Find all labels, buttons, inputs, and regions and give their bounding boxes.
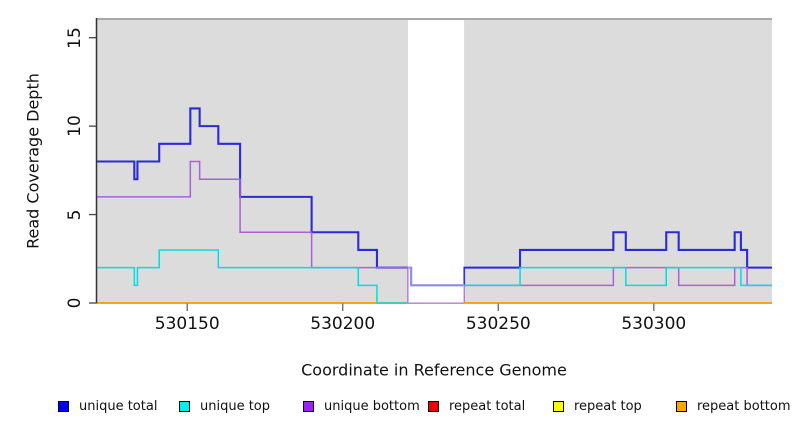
legend-label: repeat top xyxy=(574,398,642,414)
series-line-unique-bottom xyxy=(97,160,772,304)
legend-swatch-icon xyxy=(553,400,564,412)
legend-item-repeat-top: repeat top xyxy=(553,398,642,414)
legend-label: unique bottom xyxy=(324,398,420,414)
legend-label: repeat total xyxy=(449,398,526,414)
legend-label: unique total xyxy=(79,398,158,414)
y-axis-title: Read Coverage Depth xyxy=(23,73,43,249)
x-tick-label: 530300 xyxy=(621,314,687,334)
gap-band xyxy=(408,20,465,303)
legend-item-unique-bottom: unique bottom xyxy=(303,398,420,414)
legend-swatch-icon xyxy=(58,400,69,412)
legend-swatch-icon xyxy=(676,400,687,412)
x-axis-title: Coordinate in Reference Genome xyxy=(301,360,567,380)
y-tick-label: 0 xyxy=(65,297,85,309)
x-tick-label: 530250 xyxy=(465,314,531,334)
legend-item-unique-top: unique top xyxy=(179,398,271,414)
gap-band-overlay xyxy=(408,20,465,303)
legend-swatch-icon xyxy=(303,400,314,412)
series-line-unique-top xyxy=(97,249,409,304)
x-tick-label: 530150 xyxy=(154,314,220,334)
series-line-unique-top xyxy=(464,266,772,287)
legend-swatch-icon xyxy=(428,400,439,412)
y-tick-label: 5 xyxy=(65,209,85,220)
legend-label: unique top xyxy=(200,398,271,414)
x-tick-label: 530200 xyxy=(310,314,376,334)
legend-swatch-icon xyxy=(179,400,190,412)
legend-item-repeat-total: repeat total xyxy=(428,398,526,414)
legend-label: repeat bottom xyxy=(697,398,791,414)
legend-item-unique-total: unique total xyxy=(58,398,158,414)
legend-item-repeat-bottom: repeat bottom xyxy=(676,398,791,414)
y-tick-label: 10 xyxy=(65,115,85,137)
y-tick-label: 15 xyxy=(65,26,85,49)
